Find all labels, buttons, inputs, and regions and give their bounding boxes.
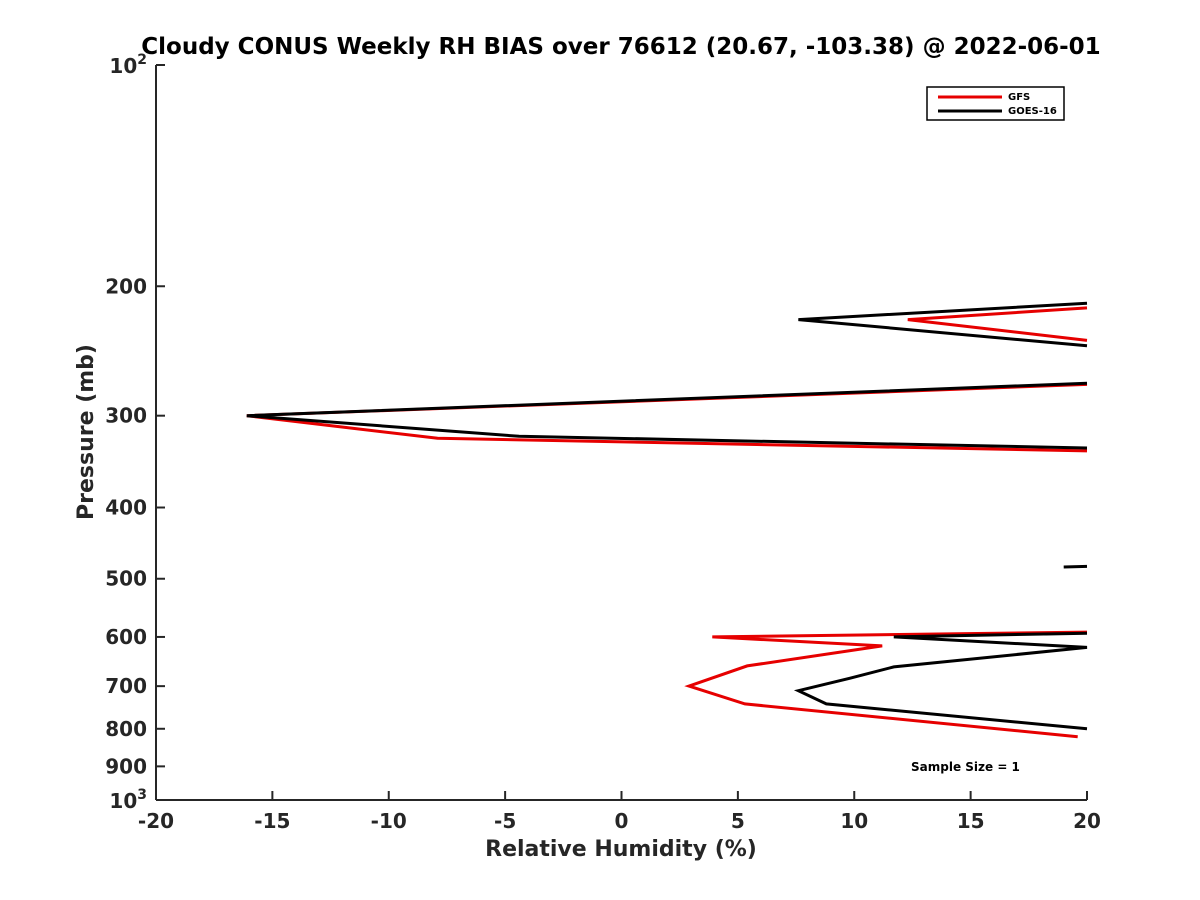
x-tick-label: 20 xyxy=(1073,809,1101,833)
x-tick-label: -15 xyxy=(254,809,290,833)
sample-size-note: Sample Size = 1 xyxy=(911,760,1020,774)
y-tick-label: 200 xyxy=(105,274,147,298)
x-tick-label: -10 xyxy=(371,809,407,833)
y-tick-label: 900 xyxy=(105,754,147,778)
y-tick-label: 400 xyxy=(105,496,147,520)
series-line-goes-16 xyxy=(1063,564,1088,569)
y-axis-label: Pressure (mb) xyxy=(74,344,99,520)
y-tick-label: 500 xyxy=(105,567,147,591)
chart-title: Cloudy CONUS Weekly RH BIAS over 76612 (… xyxy=(141,34,1100,60)
y-tick-label: 800 xyxy=(105,717,147,741)
x-tick-label: 5 xyxy=(731,809,745,833)
series-line-goes-16 xyxy=(246,381,1088,450)
y-tick-label: 700 xyxy=(105,674,147,698)
x-tick-label: 10 xyxy=(840,809,868,833)
x-tick-label: 15 xyxy=(957,809,985,833)
y-tick-label: 102 xyxy=(109,52,147,78)
y-tick-label: 300 xyxy=(105,404,147,428)
y-tick-label: 600 xyxy=(105,625,147,649)
legend-label-gfs: GFS xyxy=(1008,92,1030,103)
legend-box xyxy=(926,86,1065,121)
series-layer xyxy=(246,301,1088,739)
series-line-goes-16 xyxy=(793,631,1088,731)
y-tick-label: 103 xyxy=(109,787,147,813)
x-tick-label: -20 xyxy=(138,809,174,833)
x-ticks: -20 -15 -10 -5 0 5 10 15 20 xyxy=(138,791,1101,833)
series-line-gfs xyxy=(684,630,1088,739)
x-tick-label: 0 xyxy=(615,809,629,833)
series-line-goes-16 xyxy=(798,301,1088,348)
legend: GFS GOES-16 xyxy=(926,86,1065,121)
legend-label-goes-16: GOES-16 xyxy=(1008,106,1057,117)
y-ticks: 102 200 300 400 500 600 700 800 900 103 xyxy=(105,52,165,813)
x-axis-label: Relative Humidity (%) xyxy=(485,837,757,862)
x-tick-label: -5 xyxy=(494,809,516,833)
series-line-gfs xyxy=(907,306,1088,342)
